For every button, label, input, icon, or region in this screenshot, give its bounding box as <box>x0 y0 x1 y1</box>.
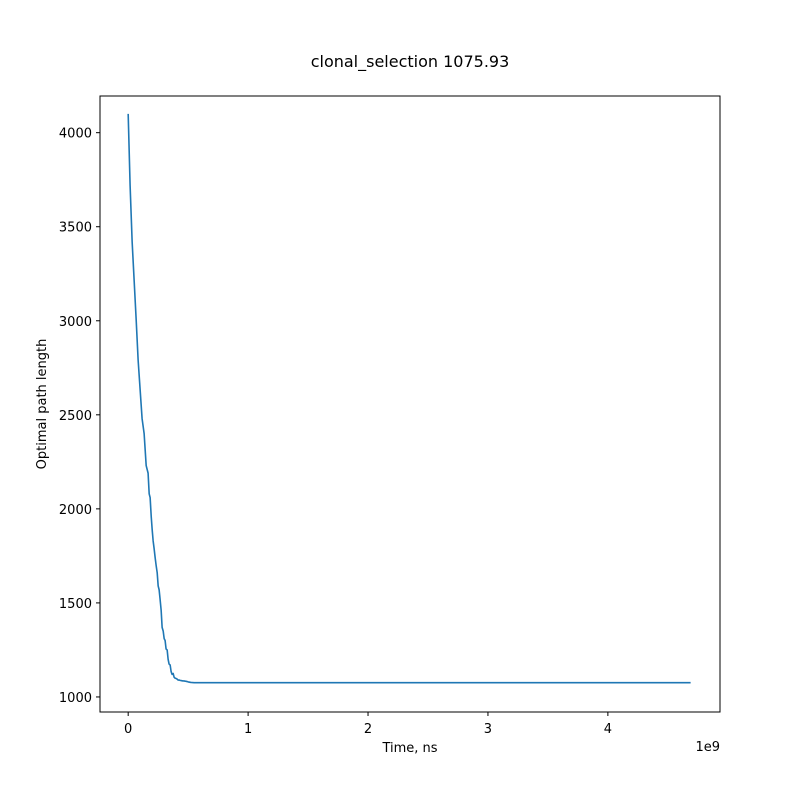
y-axis-label: Optimal path length <box>35 339 50 470</box>
y-tick-label: 2000 <box>59 503 92 518</box>
y-axis-ticks: 1000 1500 2000 2500 3000 3500 4000 <box>59 127 100 706</box>
x-tick-label: 0 <box>124 722 132 737</box>
plot-frame <box>99 95 721 713</box>
y-tick-label: 4000 <box>59 127 92 142</box>
y-tick-label: 3500 <box>59 221 92 236</box>
y-tick-label: 3000 <box>59 315 92 330</box>
x-tick-label: 4 <box>604 722 612 737</box>
y-tick-label: 2500 <box>59 409 92 424</box>
x-tick-label: 3 <box>484 722 492 737</box>
x-tick-label: 1 <box>244 722 252 737</box>
series-line <box>127 113 691 684</box>
series-layer <box>127 113 691 684</box>
x-axis-offset-label: 1e9 <box>695 740 720 755</box>
y-tick-label: 1500 <box>59 597 92 612</box>
x-axis-label: Time, ns <box>381 741 437 756</box>
y-tick-label: 1000 <box>59 691 92 706</box>
chart-title: clonal_selection 1075.93 <box>311 52 510 72</box>
x-tick-label: 2 <box>364 722 372 737</box>
x-axis-ticks: 0 1 2 3 4 <box>124 712 612 737</box>
